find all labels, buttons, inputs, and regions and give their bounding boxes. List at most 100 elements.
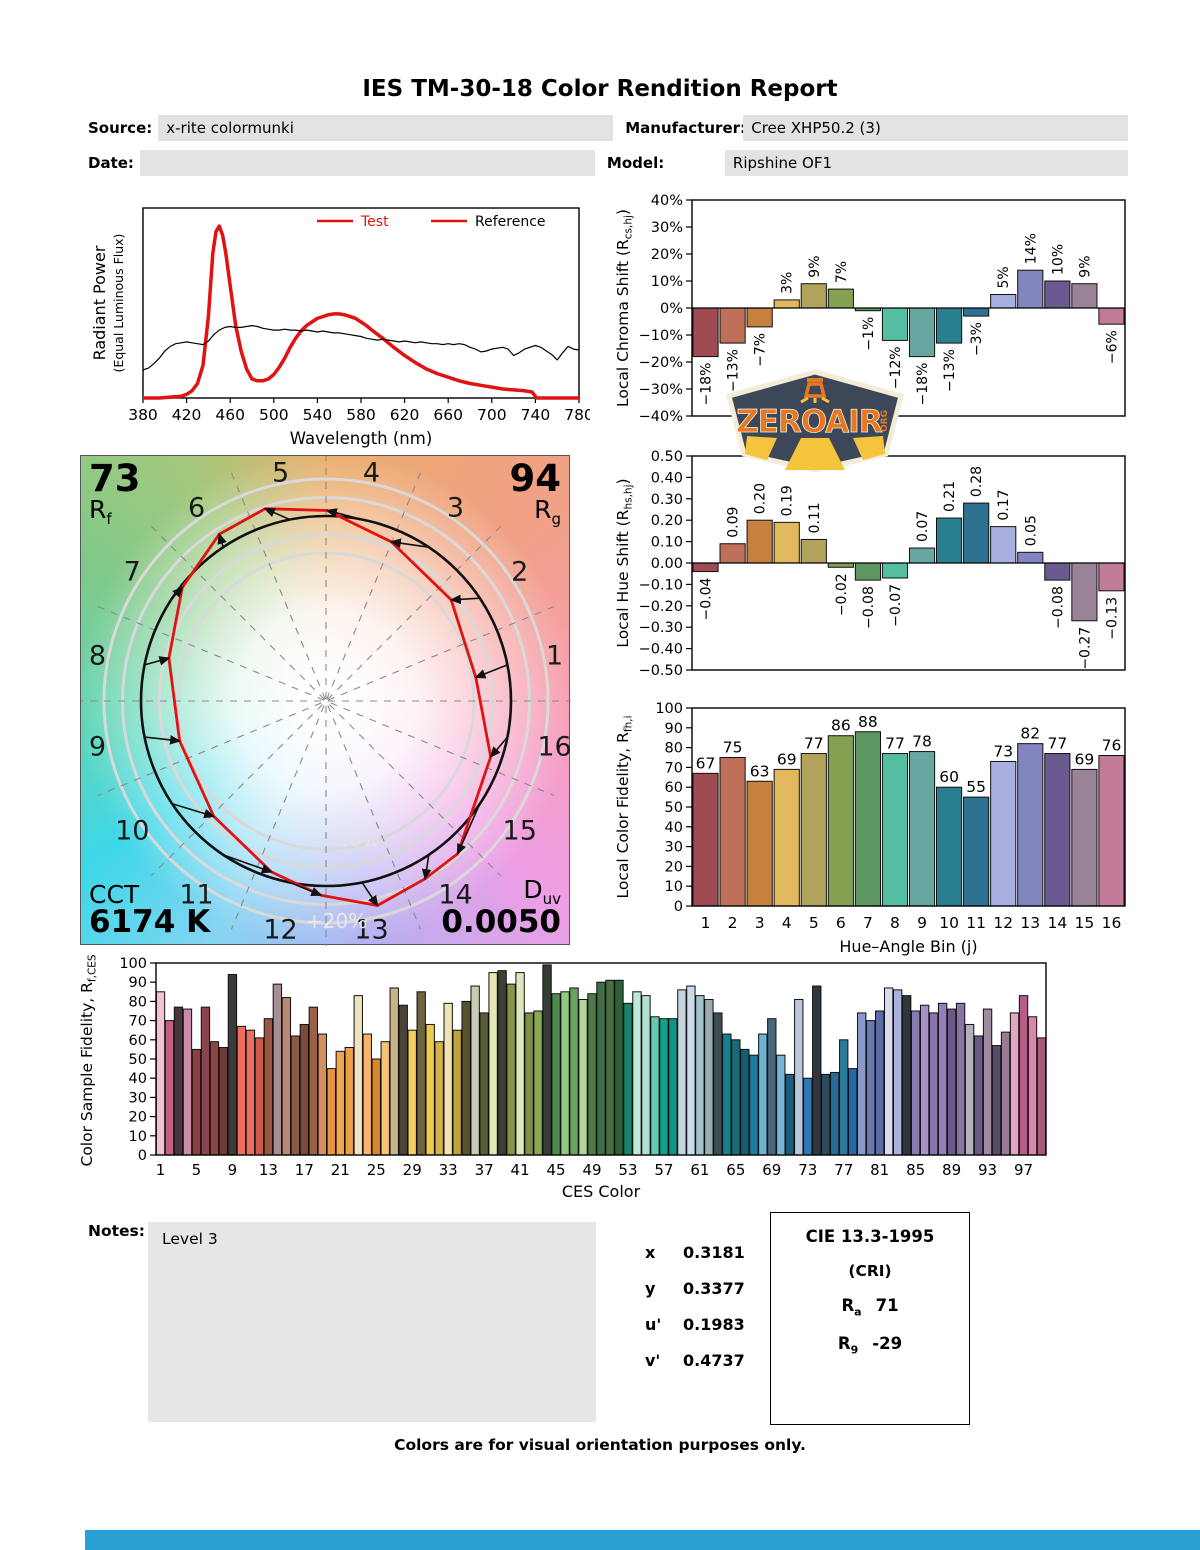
coord-x: x 0.3181 <box>645 1243 745 1262</box>
bar <box>533 1010 543 1156</box>
bar <box>881 753 909 907</box>
source-label: Source: <box>88 119 153 137</box>
bar <box>803 1077 813 1156</box>
bar <box>173 1006 184 1156</box>
bar <box>908 307 936 358</box>
svg-text:5: 5 <box>192 1161 202 1179</box>
rg-score: 94 Rg <box>509 457 562 528</box>
svg-text:2: 2 <box>728 914 738 932</box>
page-title: IES TM-30-18 Color Rendition Report <box>362 76 838 102</box>
bar <box>677 989 687 1156</box>
bar <box>218 1046 229 1156</box>
hue-bin-label: 8 <box>89 641 106 672</box>
hue-bin-label: 5 <box>272 457 289 488</box>
svg-text:−0.08: −0.08 <box>1050 586 1066 629</box>
bar <box>800 538 827 564</box>
svg-text:−13%: −13% <box>942 349 958 392</box>
logo-org-text: ORG <box>880 410 890 432</box>
bar <box>722 1033 732 1156</box>
svg-text:88: 88 <box>858 713 878 731</box>
bar <box>719 543 746 564</box>
bar <box>290 1035 301 1156</box>
svg-text:4: 4 <box>782 914 792 932</box>
svg-text:Radiant Power: Radiant Power <box>90 245 109 360</box>
bar <box>389 987 399 1156</box>
bar <box>470 985 480 1156</box>
svg-text:76: 76 <box>1102 737 1122 755</box>
bar <box>866 1020 876 1156</box>
bar <box>659 1018 669 1156</box>
hue-bin-label: 12 <box>263 915 297 946</box>
cri-box: CIE 13.3-1995 (CRI) Ra 71 R9 -29 <box>770 1212 970 1425</box>
svg-text:10: 10 <box>129 1129 147 1145</box>
svg-text:0.21: 0.21 <box>942 481 958 512</box>
bar <box>964 1023 975 1156</box>
bar <box>488 972 498 1156</box>
bar <box>1044 562 1071 581</box>
bar <box>614 979 624 1156</box>
bar <box>308 1006 319 1156</box>
svg-text:60: 60 <box>939 768 959 786</box>
bar <box>963 796 990 907</box>
bar <box>236 1025 247 1156</box>
bar <box>963 307 990 317</box>
bar <box>937 1002 948 1156</box>
svg-text:73: 73 <box>798 1161 817 1179</box>
hue-bin-label: 10 <box>115 815 149 846</box>
bar <box>1027 1016 1038 1156</box>
svg-text:3: 3 <box>755 914 765 932</box>
svg-text:−18%: −18% <box>915 363 931 406</box>
svg-text:−10%: −10% <box>639 328 683 344</box>
svg-text:60: 60 <box>665 780 683 796</box>
svg-text:0.19: 0.19 <box>780 485 796 516</box>
bar <box>848 1068 858 1156</box>
bar <box>692 772 719 907</box>
svg-text:−0.07: −0.07 <box>888 584 904 627</box>
bar <box>955 1002 966 1156</box>
source-value: x-rite colormunki <box>158 115 614 141</box>
svg-text:0.07: 0.07 <box>915 511 931 542</box>
svg-text:−6%: −6% <box>1104 330 1120 364</box>
bar <box>596 981 606 1156</box>
bar <box>1044 753 1071 907</box>
bar <box>182 1008 193 1156</box>
bar <box>1098 307 1125 325</box>
bar <box>892 989 903 1156</box>
svg-text:33: 33 <box>439 1161 458 1179</box>
svg-text:−0.04: −0.04 <box>699 577 715 620</box>
bar <box>776 1054 786 1156</box>
bar <box>875 1010 885 1156</box>
bar <box>578 998 588 1156</box>
zeroair-logo: ZEROAIR ORG <box>725 370 905 472</box>
svg-text:30: 30 <box>129 1090 147 1106</box>
svg-text:8: 8 <box>890 914 900 932</box>
svg-text:0%: 0% <box>660 301 683 317</box>
svg-text:−0.13: −0.13 <box>1104 597 1120 640</box>
svg-text:77: 77 <box>1047 735 1067 753</box>
bar <box>719 307 746 344</box>
bar <box>773 768 800 907</box>
bar <box>990 526 1017 564</box>
bar <box>317 1033 327 1156</box>
svg-text:−0.27: −0.27 <box>1077 627 1093 670</box>
svg-text:0.10: 0.10 <box>651 535 683 551</box>
rf-score: 73 Rf <box>89 457 141 528</box>
svg-text:−0.30: −0.30 <box>639 620 683 636</box>
bar <box>461 1000 471 1156</box>
local-chroma-shift-chart: 40% 30% 20% 10% 0% −10% −20% −30% −40% −18% −13% −7… <box>612 188 1137 430</box>
bar <box>990 760 1017 907</box>
svg-text:70: 70 <box>129 1014 147 1030</box>
bar <box>785 1073 795 1156</box>
bar <box>731 1039 741 1156</box>
svg-text:−20%: −20% <box>639 355 683 371</box>
bar <box>1044 280 1071 309</box>
bar <box>719 757 746 907</box>
svg-text:0.20: 0.20 <box>651 513 683 529</box>
local-color-fidelity-chart: 100 90 80 70 60 50 40 30 20 10 0 67 75 63 69 77 86 88 77 78… <box>612 698 1137 960</box>
svg-text:85: 85 <box>906 1161 925 1179</box>
bar <box>326 1068 336 1156</box>
svg-text:460: 460 <box>215 406 245 424</box>
bar <box>452 1029 462 1156</box>
